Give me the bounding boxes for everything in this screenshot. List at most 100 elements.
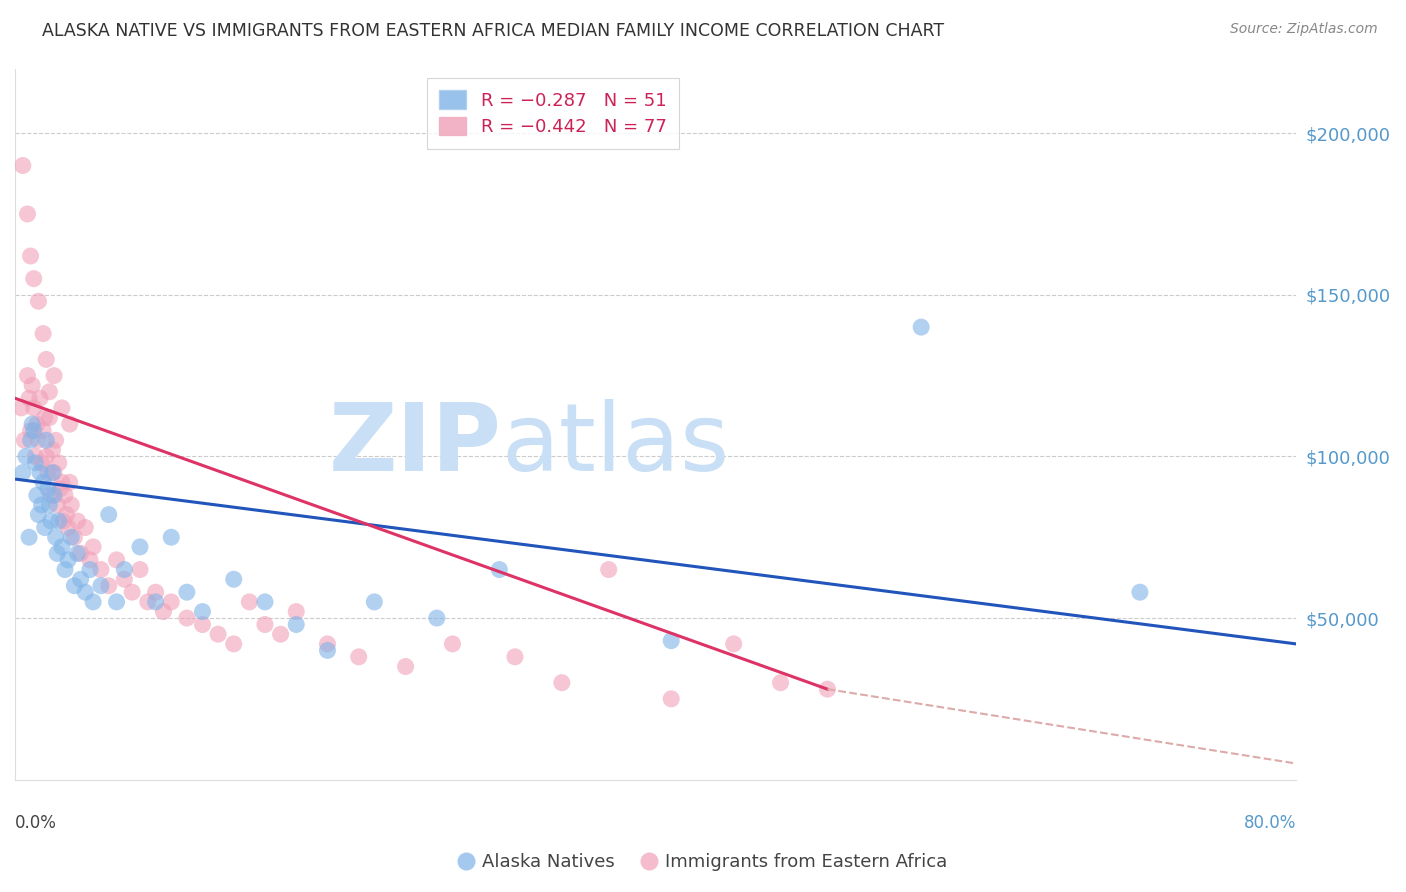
Point <box>37 466 59 480</box>
Point <box>66 546 89 560</box>
Point <box>32 326 55 341</box>
Point <box>39 488 62 502</box>
Point <box>45 434 67 448</box>
Point <box>105 595 128 609</box>
Point <box>27 434 49 448</box>
Point <box>38 384 60 399</box>
Point <box>90 563 112 577</box>
Legend: Alaska Natives, Immigrants from Eastern Africa: Alaska Natives, Immigrants from Eastern … <box>451 847 955 879</box>
Point <box>34 410 56 425</box>
Point <box>270 627 292 641</box>
Point <box>82 540 104 554</box>
Point <box>53 488 76 502</box>
Point <box>10 401 32 415</box>
Text: Source: ZipAtlas.com: Source: ZipAtlas.com <box>1230 22 1378 37</box>
Point <box>53 563 76 577</box>
Point <box>27 294 49 309</box>
Point <box>22 424 45 438</box>
Point <box>910 320 932 334</box>
Point <box>63 530 86 544</box>
Point <box>27 508 49 522</box>
Point <box>503 649 526 664</box>
Point <box>22 271 45 285</box>
Point <box>24 450 46 464</box>
Point <box>145 585 167 599</box>
Point <box>41 466 63 480</box>
Point <box>17 368 39 383</box>
Point <box>38 410 60 425</box>
Point <box>25 417 48 431</box>
Point <box>14 450 37 464</box>
Point <box>238 595 260 609</box>
Point <box>176 585 198 599</box>
Point <box>46 498 69 512</box>
Point <box>31 456 53 470</box>
Point <box>63 579 86 593</box>
Point <box>551 675 574 690</box>
Point <box>176 611 198 625</box>
Point <box>35 450 58 464</box>
Point <box>18 391 41 405</box>
Point <box>28 466 51 480</box>
Point <box>222 572 245 586</box>
Point <box>49 482 72 496</box>
Point <box>32 424 55 438</box>
Point <box>817 682 839 697</box>
Point <box>66 514 89 528</box>
Point <box>34 520 56 534</box>
Point <box>37 482 59 496</box>
Point <box>60 530 83 544</box>
Point <box>112 572 135 586</box>
Point <box>55 508 77 522</box>
Point <box>51 540 73 554</box>
Point <box>769 675 792 690</box>
Point <box>191 605 214 619</box>
Point <box>20 424 42 438</box>
Point <box>20 249 42 263</box>
Point <box>97 508 120 522</box>
Point <box>25 488 48 502</box>
Point <box>160 530 183 544</box>
Point <box>69 546 91 560</box>
Point <box>79 553 101 567</box>
Point <box>129 540 152 554</box>
Point <box>48 456 70 470</box>
Point <box>52 514 75 528</box>
Point <box>48 514 70 528</box>
Point <box>39 514 62 528</box>
Point <box>46 546 69 560</box>
Point <box>112 563 135 577</box>
Point <box>316 643 339 657</box>
Point <box>21 378 44 392</box>
Point <box>17 207 39 221</box>
Point <box>59 475 82 490</box>
Text: 80.0%: 80.0% <box>1244 814 1296 832</box>
Point <box>31 498 53 512</box>
Point <box>723 637 745 651</box>
Point <box>659 633 682 648</box>
Point <box>56 520 79 534</box>
Point <box>347 649 370 664</box>
Point <box>105 553 128 567</box>
Point <box>11 466 34 480</box>
Point <box>18 530 41 544</box>
Point <box>45 530 67 544</box>
Point <box>363 595 385 609</box>
Point <box>394 659 416 673</box>
Text: atlas: atlas <box>502 400 730 491</box>
Point <box>35 434 58 448</box>
Point <box>75 520 97 534</box>
Text: 0.0%: 0.0% <box>15 814 56 832</box>
Point <box>60 498 83 512</box>
Point <box>79 563 101 577</box>
Point <box>42 368 65 383</box>
Point <box>90 579 112 593</box>
Point <box>191 617 214 632</box>
Point <box>152 605 174 619</box>
Point <box>11 159 34 173</box>
Point <box>20 434 42 448</box>
Point <box>42 488 65 502</box>
Text: ZIP: ZIP <box>329 400 502 491</box>
Point <box>426 611 449 625</box>
Point <box>69 572 91 586</box>
